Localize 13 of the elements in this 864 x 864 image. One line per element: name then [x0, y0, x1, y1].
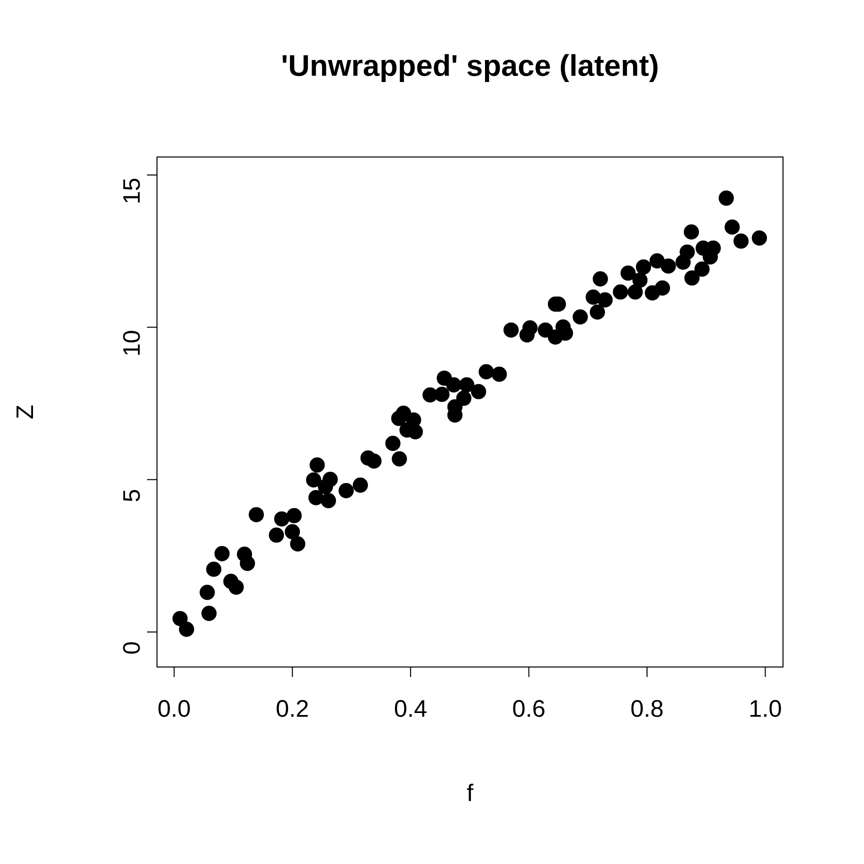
x-tick-label: 1.0 [750, 700, 781, 717]
y-tick-label: 10 [123, 330, 140, 355]
x-tick-label: 0.6 [513, 700, 544, 717]
y-tick-label: 15 [123, 178, 140, 202]
y-axis-title: Z [16, 405, 33, 419]
x-axis-title: f [467, 784, 474, 801]
x-tick-label: 0.0 [158, 700, 190, 717]
x-tick-label: 0.2 [276, 700, 308, 717]
x-tick-label: 0.4 [394, 700, 427, 717]
y-tick-label: 5 [123, 490, 140, 502]
chart-title: 'Unwrapped' space (latent) [282, 54, 658, 82]
y-tick-label: 0 [123, 642, 140, 654]
x-tick-label: 0.8 [631, 700, 663, 717]
